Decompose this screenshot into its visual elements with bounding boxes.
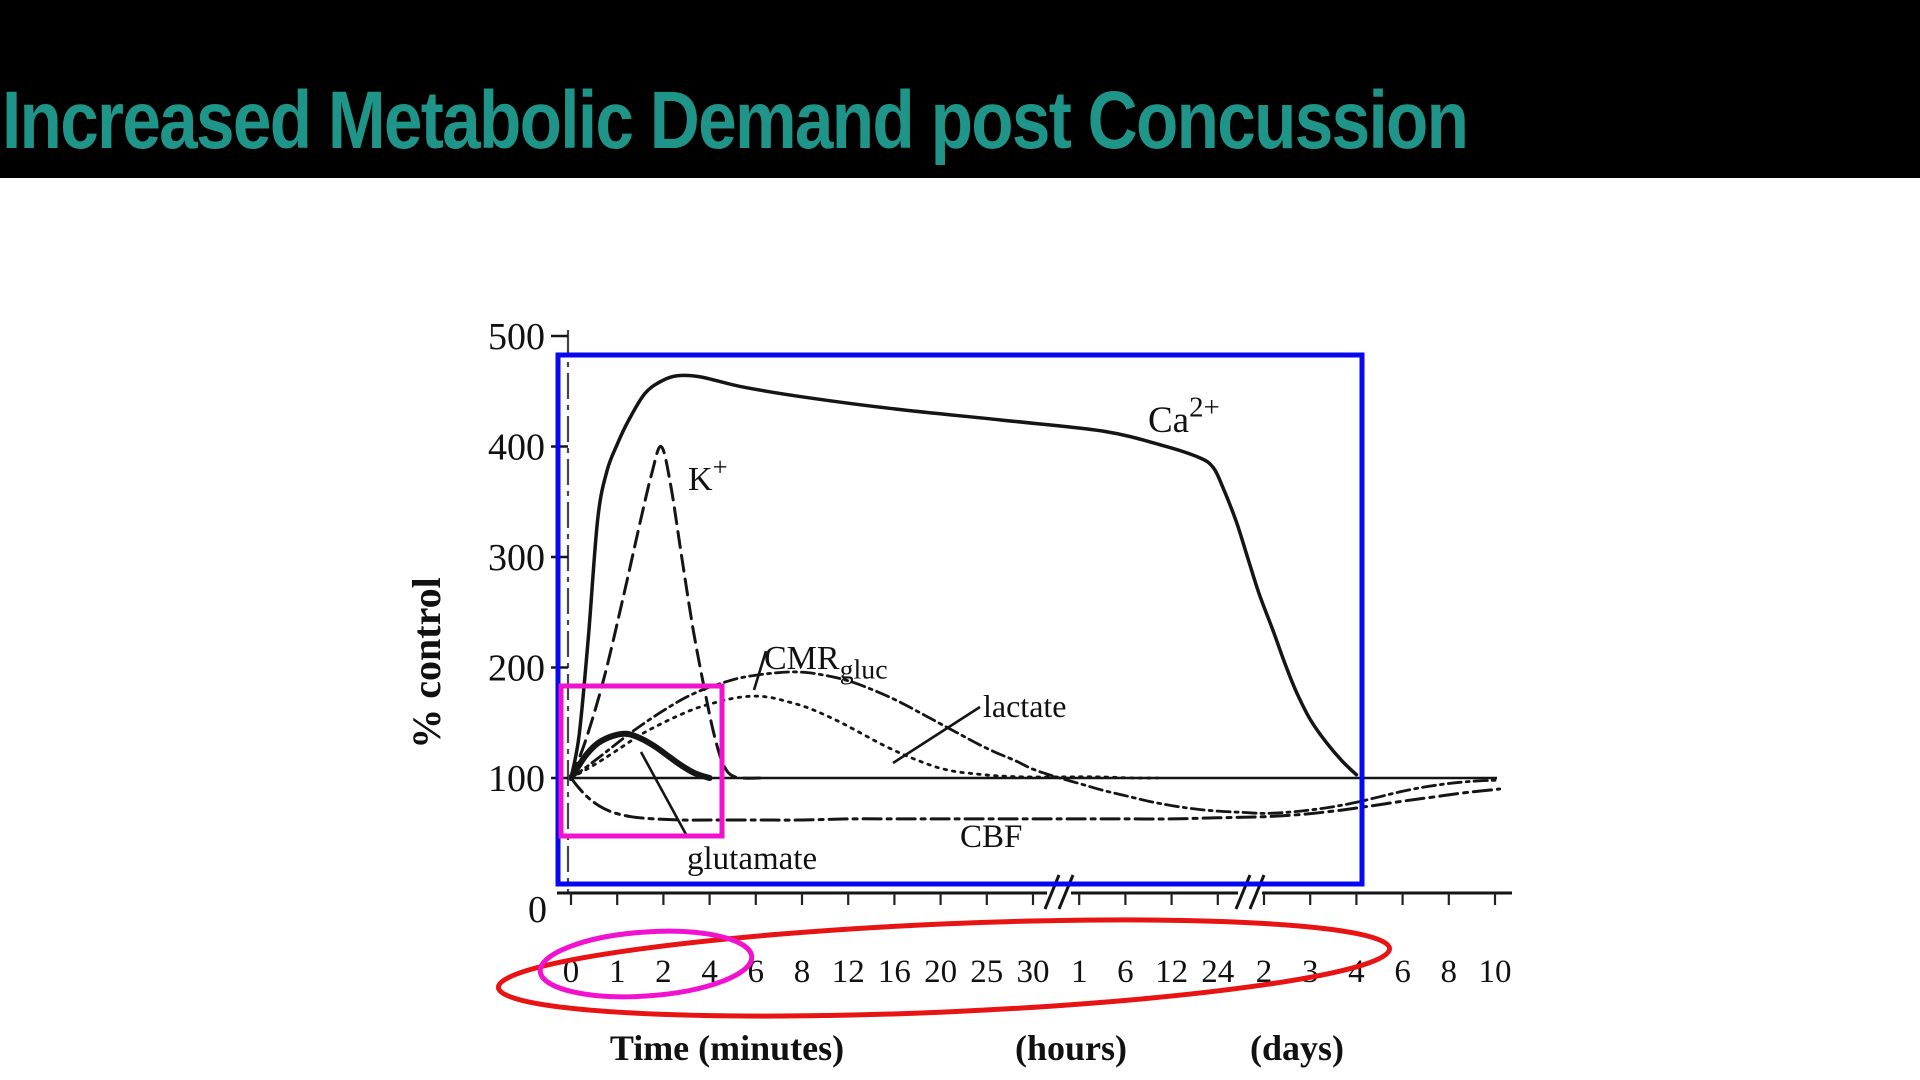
x-tick-label: 2: [1256, 954, 1273, 990]
axis-break-mark: [1043, 874, 1061, 910]
x-tick-label: 12: [832, 954, 865, 990]
y-tick-label: 400: [488, 427, 545, 469]
curve-labels: % control Ca2+ K+ CMRgluc lactate CBF glutamat…: [404, 391, 1220, 877]
x-axis-unit-label: (days): [1250, 1028, 1344, 1068]
magenta-rectangle-annotation: [558, 683, 725, 839]
title-banner: [0, 0, 1920, 178]
x-tick-label: 25: [970, 954, 1003, 990]
series-cbf-curve: [569, 776, 1502, 822]
x-tick-label: 2: [655, 954, 672, 990]
label-lactate: lactate: [983, 688, 1066, 724]
y-tick-label: 100: [488, 758, 545, 800]
blue-rectangle-annotation: [555, 352, 1365, 887]
x-tick-label: 1: [609, 954, 626, 990]
x-tick-label: 24: [1201, 954, 1234, 990]
x-tick-label: 8: [1441, 954, 1458, 990]
y-tick-label: 300: [488, 537, 545, 579]
label-cbf: CBF: [960, 819, 1022, 855]
lactate-pointer: [892, 705, 981, 765]
series-lactate-curve: [569, 694, 1160, 780]
x-tick-label: 10: [1479, 954, 1512, 990]
x-tick-label: 30: [1017, 954, 1050, 990]
label-glutamate: glutamate: [687, 841, 817, 877]
x-tick-label: 12: [1155, 954, 1188, 990]
series-k-curve: [569, 445, 762, 780]
chart-axes: [551, 330, 1512, 910]
x-axis-unit-label: Time (minutes): [610, 1028, 844, 1068]
y-tick-label: 0: [528, 889, 547, 931]
annotation-shapes: [495, 352, 1393, 1019]
label-k: K+: [688, 452, 728, 498]
red-ellipse-annotation: [495, 917, 1393, 1019]
y-tick-label: 200: [488, 648, 545, 690]
series-ca2-curve: [569, 373, 1359, 780]
axis-break-mark: [1234, 874, 1252, 910]
magenta-ellipse-annotation: [537, 928, 755, 1000]
x-tick-label: 16: [878, 954, 911, 990]
x-tick-label: 1: [1071, 954, 1088, 990]
y-axis-title: % control: [404, 577, 449, 748]
axis-break-mark: [1057, 874, 1075, 910]
x-tick-label: 20: [924, 954, 957, 990]
x-tick-label: 6: [1117, 954, 1134, 990]
label-ca2: Ca2+: [1148, 391, 1220, 441]
x-tick-label: 6: [1394, 954, 1411, 990]
glutamate-pointer: [639, 751, 690, 839]
series-glutamate-curve: [568, 730, 713, 781]
cmr-pointer: [752, 650, 768, 691]
axis-break-mark: [1248, 874, 1266, 910]
x-tick-label: 3: [1302, 954, 1319, 990]
x-tick-label: 4: [701, 954, 718, 990]
y-tick-label: 500: [488, 316, 545, 358]
chart-curves: [568, 373, 1502, 822]
x-tick-label: 4: [1348, 954, 1365, 990]
x-tick-label: 8: [794, 954, 811, 990]
label-cmr: CMRgluc: [764, 640, 888, 686]
page-title: Increased Metabolic Demand post Concussi…: [2, 75, 1469, 166]
x-axis-unit-label: (hours): [1015, 1028, 1127, 1068]
